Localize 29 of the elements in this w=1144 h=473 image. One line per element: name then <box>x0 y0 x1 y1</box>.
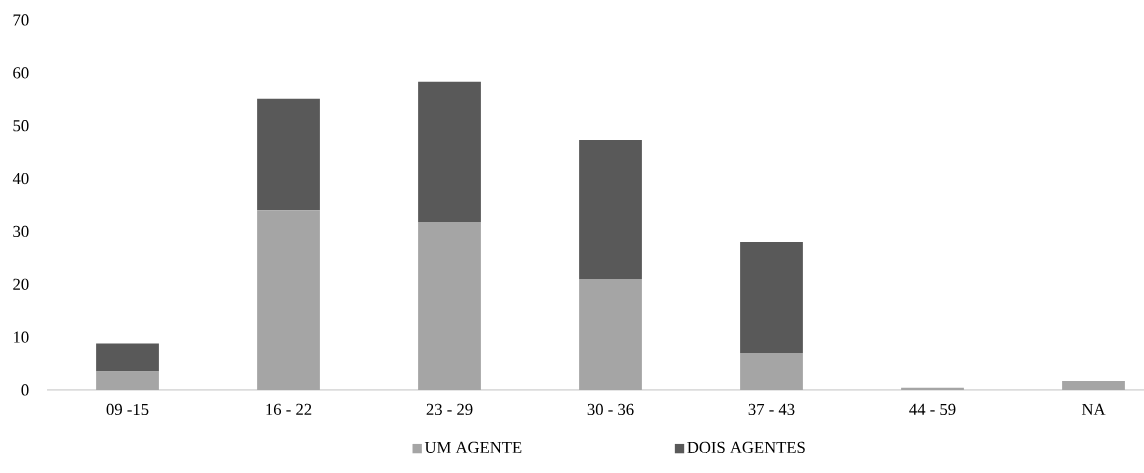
bar <box>96 371 159 390</box>
x-tick-label: 23 - 29 <box>426 403 473 416</box>
bar <box>1062 381 1125 390</box>
y-tick-label: 10 <box>13 331 29 343</box>
y-tick-label: 50 <box>13 120 29 132</box>
x-tick-label: 37 - 43 <box>748 403 795 416</box>
x-tick-label: 44 - 59 <box>909 403 956 416</box>
bar <box>579 139 642 279</box>
legend-label: DOIS AGENTES <box>687 441 805 454</box>
bar <box>740 241 803 353</box>
bar <box>257 210 320 390</box>
y-tick-label: 0 <box>21 384 29 396</box>
y-tick-label: 20 <box>13 278 29 290</box>
x-tick-label: 16 - 22 <box>266 403 312 416</box>
y-tick-label: 40 <box>12 172 29 185</box>
x-tick-label: 30 - 36 <box>587 403 634 416</box>
bar <box>901 387 964 390</box>
bar <box>96 343 159 372</box>
bar <box>418 81 481 222</box>
legend-label: UM AGENTE <box>424 441 522 454</box>
bar <box>418 221 481 390</box>
y-tick-label: 60 <box>13 67 29 79</box>
y-tick-label: 70 <box>13 14 29 26</box>
y-tick-label: 30 <box>13 225 29 238</box>
x-tick-label: NA <box>1081 403 1106 415</box>
bar <box>579 278 642 390</box>
bar <box>257 98 320 211</box>
x-tick-label: 09 -15 <box>106 403 149 416</box>
bar <box>740 352 803 390</box>
